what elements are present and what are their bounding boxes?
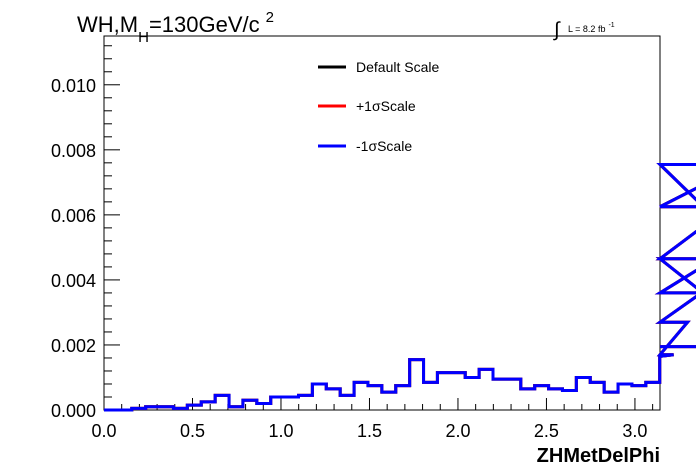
y-tick-label: 0.006	[51, 206, 96, 226]
plot-frame	[103, 35, 661, 411]
x-axis: 0.0 0.5 1.0 1.5 2.0 2.5 3.0	[91, 398, 654, 441]
x-tick-label: 0.0	[91, 421, 116, 441]
series-layer	[104, 162, 696, 412]
x-tick-label: 2.0	[445, 421, 470, 441]
x-tick-label: 0.5	[180, 421, 205, 441]
x-tick-label: 1.0	[268, 421, 293, 441]
x-tick-label: 2.5	[534, 421, 559, 441]
x-tick-label: 3.0	[622, 421, 647, 441]
lumi-annotation: L = 8.2 fb -1	[568, 22, 615, 34]
title-rest: =130GeV/c	[149, 12, 260, 37]
y-tick-label: 0.002	[51, 336, 96, 356]
title-prefix: WH,M	[77, 12, 138, 37]
y-tick-label: 0.008	[51, 141, 96, 161]
lumi-superscript: -1	[608, 22, 614, 29]
series-line-minus1sigma-scale	[104, 162, 696, 412]
lumi-integral: ∫	[553, 19, 561, 41]
legend: Default Scale +1σScale -1σScale	[318, 59, 439, 154]
y-tick-label: 0.010	[51, 76, 96, 96]
chart-title: WH,MH=130GeV/c 2	[77, 9, 274, 46]
y-axis: 0.000 0.002 0.004 0.006 0.008 0.010	[51, 45, 120, 421]
y-tick-label: 0.000	[51, 401, 96, 421]
legend-label-default: Default Scale	[356, 59, 439, 75]
x-tick-label: 1.5	[357, 421, 382, 441]
y-tick-label: 0.004	[51, 271, 96, 291]
title-subscript: H	[138, 29, 149, 46]
title-superscript: 2	[266, 9, 274, 26]
legend-label-plus1sigma: +1σScale	[356, 98, 416, 114]
x-axis-label: ZHMetDelPhi	[537, 445, 660, 467]
legend-label-minus1sigma: -1σScale	[356, 138, 412, 154]
lumi-text: L = 8.2 fb	[568, 24, 605, 34]
